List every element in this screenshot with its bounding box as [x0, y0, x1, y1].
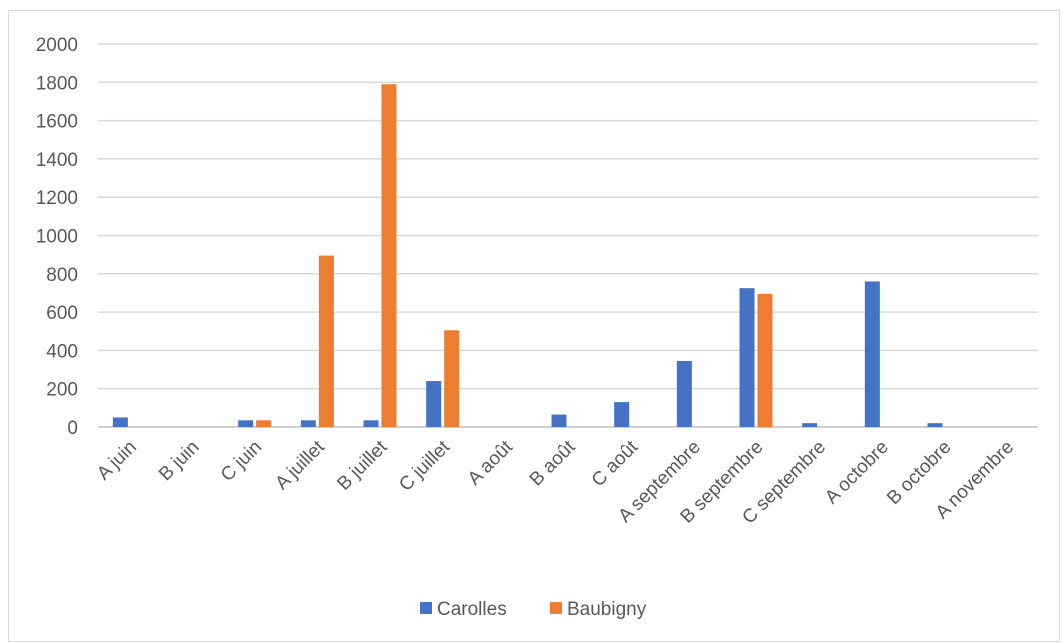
bar-baubigny	[444, 330, 460, 427]
bars	[112, 84, 943, 427]
bar-carolles	[927, 423, 943, 427]
bar-baubigny	[256, 420, 272, 427]
y-tick-label: 1000	[36, 227, 78, 248]
y-tick-label: 600	[46, 303, 78, 324]
x-tick-label: A octobre	[821, 437, 893, 509]
legend-label-carolles: Carolles	[437, 599, 507, 620]
y-tick-label: 2000	[36, 35, 78, 56]
y-tick-label: 1800	[36, 73, 78, 94]
bar-carolles	[300, 420, 316, 427]
bar-baubigny	[757, 293, 773, 427]
bar-carolles	[802, 423, 818, 427]
bar-baubigny	[318, 255, 334, 427]
x-axis-ticks: A juin B juin C juin A juillet B juillet C ju…	[93, 436, 1018, 528]
x-tick-label: B juillet	[333, 436, 392, 495]
x-tick-label: A juillet	[271, 436, 329, 494]
y-tick-label: 800	[46, 265, 78, 286]
x-tick-label: C juin	[217, 437, 266, 486]
chart-frame	[8, 10, 1060, 642]
x-tick-label: B août	[526, 436, 580, 490]
x-tick-label: A juin	[93, 437, 141, 485]
y-tick-label: 200	[46, 380, 78, 401]
bar-carolles	[363, 420, 379, 427]
x-tick-label: C juillet	[395, 436, 454, 495]
bar-carolles	[238, 420, 254, 427]
bar-carolles	[426, 381, 442, 427]
y-tick-label: 1200	[36, 188, 78, 209]
legend-label-baubigny: Baubigny	[567, 599, 647, 620]
gridlines	[98, 43, 1038, 428]
bar-baubigny	[381, 84, 397, 427]
y-tick-label: 1600	[36, 112, 78, 133]
legend-swatch-baubigny	[550, 602, 562, 614]
bar-carolles	[676, 360, 692, 427]
y-tick-label: 0	[67, 418, 78, 439]
x-tick-label: B juin	[155, 437, 203, 485]
bar-carolles	[551, 414, 567, 427]
bar-carolles	[614, 402, 630, 427]
legend: Carolles Baubigny	[420, 599, 647, 620]
x-tick-label: C août	[588, 436, 643, 491]
y-tick-label: 1400	[36, 150, 78, 171]
bar-carolles	[864, 281, 880, 427]
x-tick-label: A août	[464, 436, 517, 489]
bar-carolles	[739, 288, 755, 427]
legend-swatch-carolles	[420, 602, 432, 614]
y-tick-label: 400	[46, 341, 78, 362]
y-axis-ticks: 0 200 400 600 800 1000 1200 1400 1600 1800 2000	[36, 35, 78, 439]
bar-carolles	[112, 417, 128, 427]
